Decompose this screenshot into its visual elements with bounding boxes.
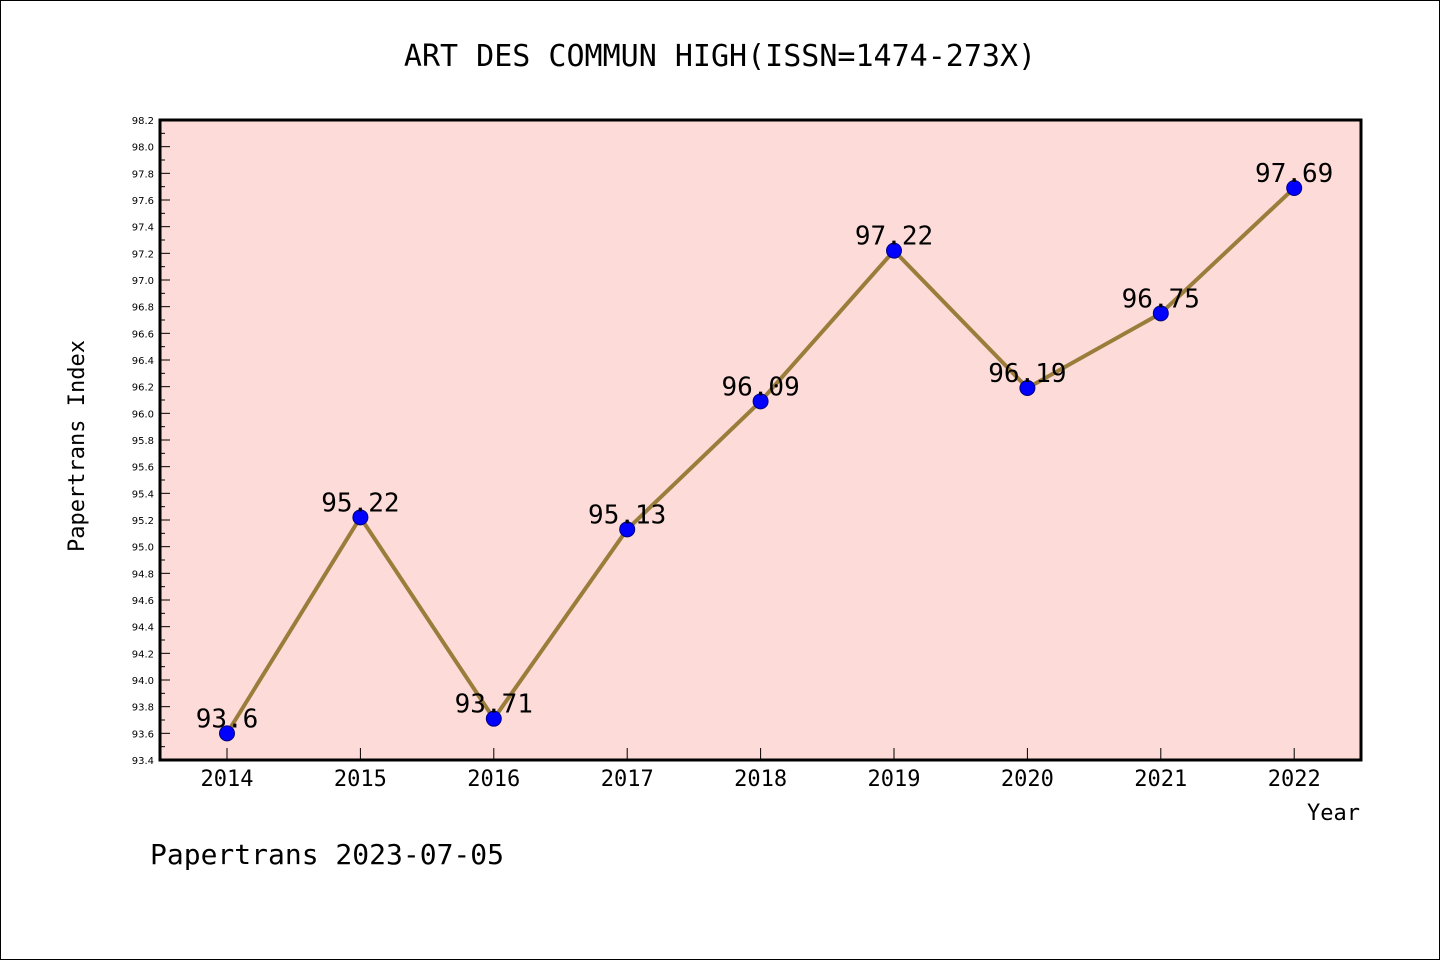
data-label: 93.71 <box>455 690 533 720</box>
y-tick-label: 94.4 <box>132 623 154 634</box>
data-label: 97.22 <box>855 222 933 252</box>
y-tick-label: 97.8 <box>132 169 154 180</box>
y-tick-label: 97.2 <box>132 249 154 260</box>
y-tick-label: 98.2 <box>132 116 154 127</box>
y-tick-label: 94.6 <box>132 596 154 607</box>
y-tick-label: 95.8 <box>132 436 154 447</box>
x-tick-label: 2021 <box>1134 767 1187 792</box>
y-tick-label: 93.6 <box>132 729 154 740</box>
data-label: 96.75 <box>1122 284 1200 314</box>
data-point <box>1152 305 1169 322</box>
data-point <box>619 521 636 538</box>
x-tick-label: 2014 <box>201 767 254 792</box>
data-point <box>752 393 769 410</box>
plot-border <box>158 118 1363 762</box>
footer-text: Papertrans 2023-07-05 <box>150 838 504 871</box>
data-point <box>1286 180 1303 196</box>
x-tick-label: 2017 <box>601 767 654 792</box>
y-tick-label: 95.0 <box>132 543 154 554</box>
data-markers <box>219 180 1303 742</box>
chart-title: ART DES COMMUN HIGH(ISSN=1474-273X) <box>404 39 1036 74</box>
data-point <box>886 242 902 259</box>
y-tick-label: 96.2 <box>132 383 154 394</box>
y-tick-label: 94.8 <box>132 569 154 580</box>
x-tick-label: 2019 <box>868 767 921 792</box>
data-label: 96.09 <box>721 372 799 402</box>
y-axis-label: Papertrans Index <box>65 340 90 552</box>
data-label: 93.6 <box>196 704 259 734</box>
y-tick-label: 93.8 <box>132 703 154 714</box>
data-point <box>219 725 235 742</box>
y-tick-label: 97.0 <box>132 276 154 287</box>
data-label: 95.22 <box>321 488 399 518</box>
x-tick-label: 2022 <box>1268 767 1321 792</box>
plot-area <box>160 120 1361 760</box>
x-tick-label: 2015 <box>334 767 387 792</box>
y-tick-label: 95.6 <box>132 463 154 474</box>
x-axis: 2014 2015 2016 2017 2018 2019 2020 2021 2022 <box>201 748 1321 792</box>
y-tick-label: 97.6 <box>132 196 154 207</box>
data-label: 95.13 <box>588 500 666 530</box>
data-point <box>485 710 502 727</box>
y-axis: 93.4 93.6 93.8 94.0 94.2 94.4 94.6 94.8 95.0 95.2… <box>132 116 170 767</box>
y-tick-label: 94.0 <box>132 676 154 687</box>
data-point <box>352 509 369 526</box>
y-tick-label: 96.6 <box>132 329 154 340</box>
y-tick-label: 93.4 <box>132 756 154 767</box>
x-tick-label: 2018 <box>734 767 787 792</box>
x-tick-label: 2016 <box>467 767 520 792</box>
x-tick-label: 2020 <box>1001 767 1054 792</box>
y-tick-label: 96.8 <box>132 303 154 314</box>
data-labels: 93.6 95.22 93.71 95.13 96.09 97.22 96.19 96.75 9… <box>196 159 1334 734</box>
data-label: 97.69 <box>1255 159 1333 189</box>
y-tick-label: 94.2 <box>132 649 154 660</box>
x-axis-label: Year <box>1307 801 1360 826</box>
y-tick-label: 95.2 <box>132 516 154 527</box>
y-tick-label: 96.0 <box>132 409 154 420</box>
data-label: 96.19 <box>988 359 1066 389</box>
data-point <box>1019 380 1036 396</box>
y-tick-label: 98.0 <box>132 143 154 154</box>
y-tick-label: 96.4 <box>132 356 154 367</box>
y-tick-label: 97.4 <box>132 223 154 234</box>
y-tick-label: 95.4 <box>132 489 154 500</box>
